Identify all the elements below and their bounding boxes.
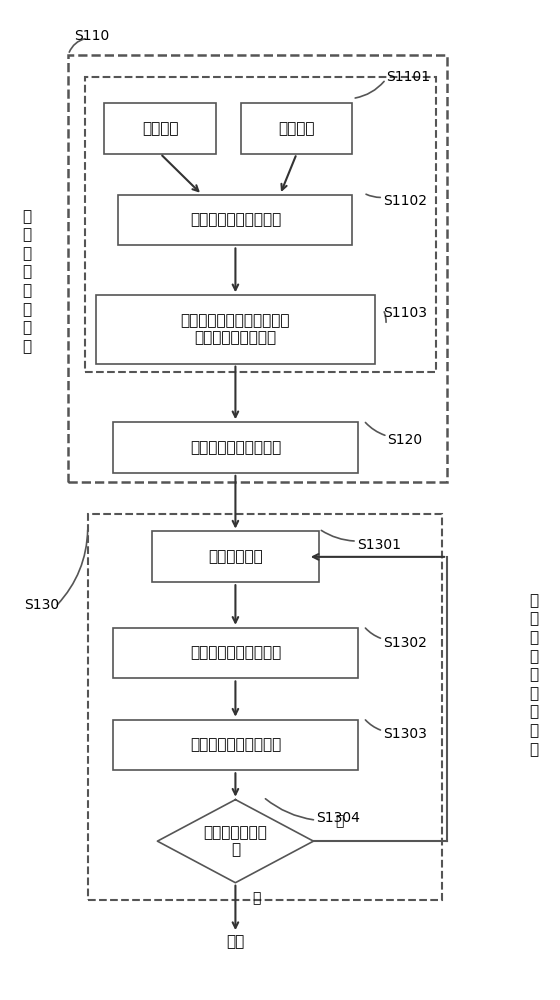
Polygon shape (157, 800, 314, 883)
Text: S1101: S1101 (386, 70, 430, 84)
Text: S1303: S1303 (383, 727, 427, 741)
Text: 是: 是 (252, 891, 260, 905)
Text: 计算第二残差: 计算第二残差 (208, 549, 263, 564)
Text: S130: S130 (24, 598, 59, 612)
FancyBboxPatch shape (105, 103, 216, 154)
FancyBboxPatch shape (118, 195, 352, 245)
Text: S1302: S1302 (383, 636, 427, 650)
FancyBboxPatch shape (113, 422, 358, 473)
FancyBboxPatch shape (113, 720, 358, 770)
Text: 模拟记录: 模拟记录 (278, 121, 315, 136)
Text: S1301: S1301 (357, 538, 401, 552)
Text: 计算第一残差回传波场: 计算第一残差回传波场 (190, 213, 281, 228)
FancyBboxPatch shape (96, 295, 375, 364)
Text: 偏
移
距
优
选
预
处
理: 偏 移 距 优 选 预 处 理 (22, 209, 31, 354)
Text: 否: 否 (336, 814, 344, 828)
Text: 观测记录: 观测记录 (142, 121, 179, 136)
Text: S110: S110 (74, 29, 109, 43)
FancyBboxPatch shape (113, 628, 358, 678)
Text: S1103: S1103 (383, 306, 427, 320)
Text: 新
模
型
做
特
征
波
模
拟: 新 模 型 做 特 征 波 模 拟 (529, 593, 538, 757)
Text: 计算第二残差回传波场: 计算第二残差回传波场 (190, 646, 281, 661)
FancyBboxPatch shape (152, 531, 319, 582)
Text: 输出: 输出 (226, 934, 245, 949)
Text: S1304: S1304 (316, 811, 360, 825)
Text: 第一迭代梯度更新模型，以
确定全波场初始模型: 第一迭代梯度更新模型，以 确定全波场初始模型 (181, 313, 290, 346)
FancyBboxPatch shape (241, 103, 352, 154)
Text: 第二迭代梯度更新模型: 第二迭代梯度更新模型 (190, 737, 281, 752)
Text: S120: S120 (388, 433, 423, 447)
Text: 优选偏移距特征波模拟: 优选偏移距特征波模拟 (190, 440, 281, 455)
Text: S1102: S1102 (383, 194, 427, 208)
Text: 是否满足精度要
求: 是否满足精度要 求 (203, 825, 267, 857)
